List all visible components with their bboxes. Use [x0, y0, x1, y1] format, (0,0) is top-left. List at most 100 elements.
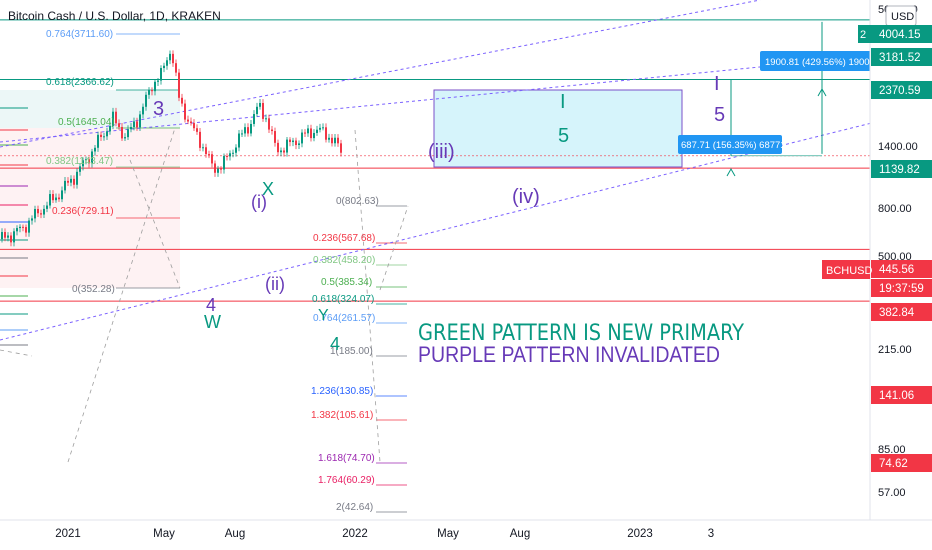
price-label-text: 382.84 [879, 307, 915, 319]
candle-body [85, 159, 87, 161]
candle-body [292, 140, 294, 143]
fib-right-label: 2(42.64) [336, 502, 373, 513]
wave-label: (iii) [428, 141, 455, 163]
price-label-text: 19:37:59 [879, 283, 924, 295]
candle-body [55, 197, 57, 201]
candle-body [241, 133, 243, 135]
symbol-tag-bg [822, 260, 870, 279]
candle-body [121, 126, 123, 139]
fib-left-label: 0.382(1143.47) [46, 156, 113, 167]
candle-body [172, 53, 174, 64]
candle-body [217, 168, 219, 173]
candle-body [31, 218, 33, 221]
candle-body [238, 133, 240, 148]
fib-right-label: 0.618(324.07) [312, 294, 374, 305]
candle-body [247, 127, 249, 134]
candle-body [163, 65, 165, 69]
price-label: 445.56 [871, 260, 932, 278]
wave-label: X [262, 179, 274, 199]
candle-body [136, 121, 138, 128]
price-label-text: 1139.82 [879, 164, 920, 176]
measure-arrow-large [817, 87, 827, 97]
candle-body [154, 81, 156, 92]
price-label-bg [871, 25, 932, 43]
y-axis-label: 800.00 [878, 203, 912, 215]
y-axis-label: 57.00 [878, 487, 906, 499]
fib-right-label: 0(802.63) [336, 196, 379, 207]
candle-body [58, 197, 60, 200]
price-label: 3181.52 [871, 48, 932, 66]
candle-body [319, 127, 321, 130]
price-label-bg [871, 386, 932, 404]
candle-body [34, 208, 36, 219]
candle-body [253, 114, 255, 124]
candle-body [259, 103, 261, 107]
candle-body [175, 63, 177, 73]
x-axis-label: 3 [708, 528, 714, 540]
wave-label: 3 [153, 98, 164, 120]
note-purple: PURPLE PATTERN INVALIDATED [418, 342, 720, 367]
candle-body [181, 97, 183, 104]
candle-body [229, 153, 231, 157]
candle-body [67, 180, 69, 183]
fib-right-label: 1.764(60.29) [318, 475, 375, 486]
candle-body [340, 143, 342, 153]
candle-body [286, 139, 288, 153]
measure-label-small: 687.71 (156.35%) 68771 [678, 135, 786, 154]
candle-body [169, 53, 171, 61]
candle-body [28, 220, 30, 233]
price-label: 2370.59 [871, 81, 932, 99]
candle-body [133, 121, 135, 128]
candle-body [184, 103, 186, 120]
price-label-text: 2370.59 [879, 85, 921, 97]
candle-body [274, 131, 276, 143]
candle-body [298, 143, 300, 146]
candle-body [202, 147, 204, 149]
fib-right-label: 1(185.00) [330, 346, 373, 357]
diag-4 [379, 205, 409, 291]
price-label-bg [871, 454, 932, 472]
diag-1 [67, 127, 176, 463]
candle-body [13, 231, 15, 243]
price-label: 1139.82 [871, 160, 932, 178]
wave-label: W [204, 312, 221, 332]
x-axis-label: 2023 [627, 528, 653, 540]
candle-body [148, 90, 150, 95]
measure-label-small-text: 687.71 (156.35%) 68771 [681, 140, 786, 151]
candle-body [103, 136, 105, 138]
y-axis-label: 1400.00 [878, 141, 918, 153]
candle-body [199, 131, 201, 148]
diag-2 [129, 159, 181, 289]
candle-body [256, 106, 258, 115]
price-label-stub [858, 25, 871, 43]
wave-label: 4 [206, 295, 216, 315]
x-axis-label: Aug [225, 528, 245, 540]
price-label-bg [871, 81, 932, 99]
candle-body [337, 137, 339, 144]
candle-body [316, 129, 318, 133]
symbol-tag-text: BCHUSD [826, 265, 873, 277]
chart-title: Bitcoin Cash / U.S. Dollar, 1D, KRAKEN [8, 9, 221, 23]
candle-body [82, 160, 84, 167]
candle-body [295, 140, 297, 146]
candle-body [145, 94, 147, 107]
wave-label: (i) [251, 192, 267, 212]
candle-body [40, 213, 42, 215]
candle-body [307, 128, 309, 134]
candle-body [178, 72, 180, 98]
candle-body [10, 235, 12, 243]
candle-body [100, 134, 102, 138]
candle-body [226, 156, 228, 158]
candle-body [49, 194, 51, 206]
wave-label: 5 [714, 104, 725, 126]
candle-body [277, 142, 279, 153]
candle-body [190, 121, 192, 124]
candle-body [94, 147, 96, 152]
x-axis-label: May [437, 528, 459, 540]
candle-body [115, 111, 117, 124]
candle-body [220, 168, 222, 170]
candle-body [73, 178, 75, 185]
fib-left-label: 0.5(1645.04) [58, 117, 115, 128]
candle-body [280, 150, 282, 153]
